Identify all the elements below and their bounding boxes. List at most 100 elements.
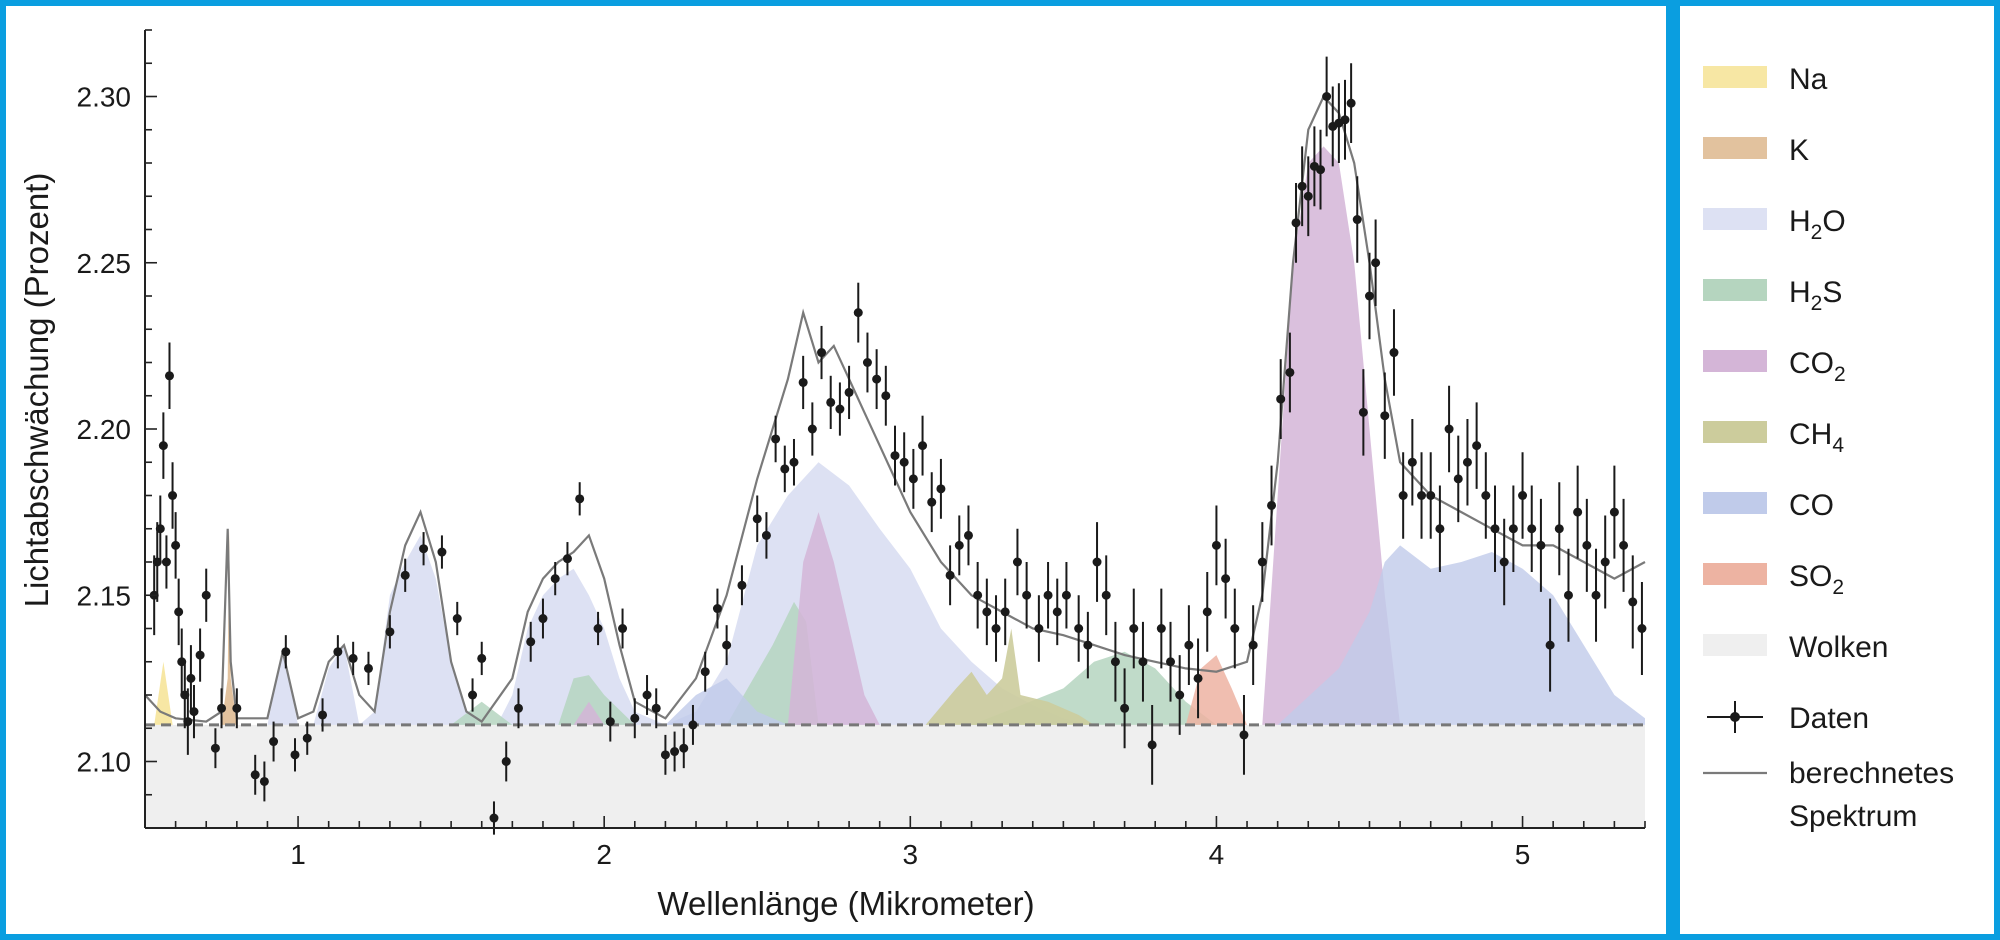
data-point: [489, 801, 499, 835]
legend-label: SO2: [1789, 560, 1844, 599]
data-point: [1193, 638, 1203, 719]
data-point: [1221, 538, 1231, 619]
data-point: [991, 595, 1001, 662]
y-tick-label: 2.20: [77, 414, 132, 445]
legend-label: H2O: [1789, 205, 1846, 244]
data-point: [1034, 595, 1044, 662]
data-point: [1052, 578, 1062, 646]
legend-item-Na: Na: [1703, 63, 1828, 96]
data-point: [973, 562, 983, 629]
data-point: [1389, 309, 1399, 396]
data-point: [1364, 252, 1374, 340]
data-point: [1316, 129, 1326, 210]
legend: Na K H2O H2S CO2 CH4 CO SO2 Wolken Daten berechnet…: [1703, 63, 1954, 833]
data-point: [1156, 588, 1166, 669]
data-point: [700, 651, 710, 692]
legend-item-CO2: CO2: [1703, 347, 1846, 386]
data-point: [817, 325, 827, 380]
data-point: [890, 425, 900, 486]
legend-item-model: berechnetes Spektrum: [1703, 757, 1954, 833]
data-point: [161, 535, 171, 589]
x-tick-label: 1: [290, 839, 306, 870]
data-point: [954, 515, 964, 576]
axes: 1 2 3 4 5 2.10 2.15 2.20 2.25 2.30: [77, 29, 1646, 870]
data-point: [232, 688, 242, 729]
data-point: [1582, 498, 1592, 592]
data-point: [679, 728, 689, 769]
data-point: [1481, 452, 1491, 539]
data-point: [155, 495, 165, 562]
data-point: [963, 505, 973, 566]
legend-item-Daten: Daten: [1707, 701, 1869, 735]
data-point: [618, 608, 628, 649]
data-point: [186, 645, 196, 712]
data-point: [259, 761, 269, 802]
data-point: [1600, 515, 1610, 609]
legend-item-H2S: H2S: [1703, 276, 1842, 315]
data-point: [1371, 219, 1381, 306]
legend-label: CO2: [1789, 347, 1846, 386]
data-point: [1022, 562, 1032, 629]
y-tick-label: 2.15: [77, 580, 132, 611]
data-point: [722, 625, 732, 666]
data-point: [1536, 498, 1546, 592]
data-point: [780, 445, 790, 493]
data-point: [189, 685, 199, 739]
data-point: [1591, 548, 1601, 642]
data-point: [844, 365, 854, 420]
data-point: [477, 641, 487, 676]
data-point: [1346, 63, 1356, 144]
data-point: [281, 635, 291, 669]
data-point: [593, 611, 603, 646]
data-point: [862, 332, 872, 393]
data-point: [318, 698, 328, 732]
plot-area: 1 2 3 4 5 2.10 2.15 2.20 2.25 2.30: [77, 29, 1647, 870]
data-point: [872, 349, 882, 410]
data-point: [550, 562, 560, 596]
frame-divider: [1666, 0, 1680, 940]
data-point: [400, 558, 410, 592]
data-point: [761, 512, 771, 559]
data-point: [605, 701, 615, 742]
legend-swatch: [1703, 563, 1767, 585]
data-point: [1239, 695, 1249, 775]
data-point: [1083, 611, 1093, 679]
data-point: [752, 495, 762, 543]
legend-item-Wolken: Wolken: [1703, 631, 1889, 664]
y-tick-label: 2.10: [77, 747, 132, 778]
data-point: [1472, 402, 1482, 489]
absorption-areas: [145, 146, 1645, 828]
data-point: [1257, 522, 1267, 602]
data-point: [195, 628, 205, 682]
data-point: [1435, 485, 1445, 572]
data-point: [1398, 452, 1408, 539]
data-point: [630, 698, 640, 739]
data-point: [1322, 56, 1332, 137]
data-point: [1426, 452, 1436, 539]
data-point: [899, 432, 909, 493]
data-point: [1609, 465, 1619, 559]
y-tick-label: 2.30: [77, 82, 132, 113]
data-point: [1462, 419, 1472, 506]
data-point: [1074, 595, 1084, 662]
data-point: [798, 355, 808, 410]
data-point: [826, 375, 836, 429]
data-point: [210, 728, 220, 769]
data-point: [363, 651, 373, 686]
data-point: [174, 578, 184, 646]
legend-label: Spektrum: [1789, 800, 1917, 833]
data-point: [1352, 176, 1362, 263]
data-point: [562, 542, 572, 576]
data-point: [771, 415, 781, 463]
data-point: [158, 412, 168, 479]
data-point: [385, 615, 395, 649]
data-point: [333, 635, 343, 669]
data-point: [1490, 485, 1500, 572]
data-point: [1120, 668, 1130, 749]
area-SO2: [1185, 655, 1247, 725]
x-axis-label: Wellenlänge (Mikrometer): [657, 885, 1034, 922]
data-point: [1291, 182, 1301, 263]
data-point: [1573, 465, 1583, 559]
legend-item-SO2: SO2: [1703, 560, 1844, 599]
